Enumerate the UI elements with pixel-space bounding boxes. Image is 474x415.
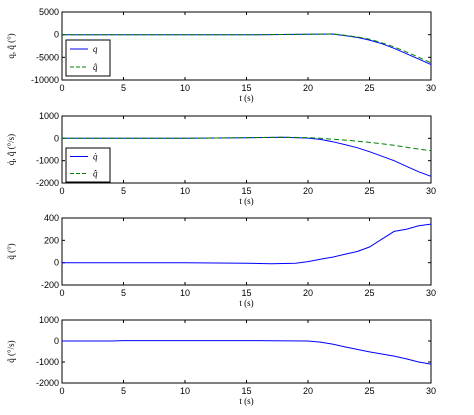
- x-tick-label: 20: [303, 288, 313, 298]
- x-tick-label: 0: [59, 386, 64, 396]
- y-tick-label: -10000: [31, 75, 59, 85]
- y-tick-label: 400: [44, 213, 59, 223]
- y-tick-label: -200: [41, 280, 59, 290]
- plot-area: [61, 217, 432, 286]
- x-tick-label: 25: [364, 83, 374, 93]
- y-tick-label: 0: [54, 133, 59, 143]
- y-tick-label: 0: [54, 30, 59, 40]
- y-tick-label: -5000: [36, 52, 59, 62]
- x-tick-label: 5: [121, 83, 126, 93]
- plot-area: [61, 115, 432, 184]
- x-tick-label: 15: [241, 83, 251, 93]
- x-tick-label: 0: [59, 186, 64, 196]
- x-tick-label: 10: [180, 186, 190, 196]
- y-tick-label: 0: [54, 336, 59, 346]
- x-tick-label: 15: [241, 386, 251, 396]
- x-axis-label: t (s): [239, 298, 253, 308]
- x-tick-label: 15: [241, 288, 251, 298]
- legend: q q̂: [65, 39, 111, 77]
- y-axis-label: q, q̂ (°): [6, 33, 16, 58]
- subplot-1: 0 5 10 15 20 25 30 5000 0 -5000 -10000 t (s) q, q̂ (…: [6, 7, 436, 103]
- x-tick-label: 25: [364, 288, 374, 298]
- y-tick-label: 200: [44, 235, 59, 245]
- y-tick-label: -2000: [36, 178, 59, 188]
- x-tick-label: 20: [303, 83, 313, 93]
- x-tick-label: 30: [426, 386, 436, 396]
- x-tick-label: 15: [241, 186, 251, 196]
- x-tick-label: 10: [180, 386, 190, 396]
- y-tick-label: 1000: [39, 111, 59, 121]
- y-axis-label: q̃ (°): [6, 243, 16, 259]
- series-line-1: [62, 223, 432, 265]
- x-axis-label: t (s): [239, 93, 253, 103]
- plot-area: [61, 319, 432, 384]
- y-axis-label: q̇, q̂̇ (°/s): [6, 134, 16, 165]
- x-tick-label: 10: [180, 288, 190, 298]
- y-tick-label: -2000: [36, 378, 59, 388]
- x-tick-label: 20: [303, 186, 313, 196]
- x-tick-label: 30: [426, 288, 436, 298]
- x-tick-label: 25: [364, 386, 374, 396]
- series-line-2: [62, 33, 432, 64]
- x-tick-label: 0: [59, 83, 64, 93]
- series-line-1: [62, 340, 432, 365]
- legend-label: q̂̇: [93, 169, 98, 179]
- x-tick-label: 20: [303, 386, 313, 396]
- x-tick-label: 5: [121, 288, 126, 298]
- x-tick-label: 25: [364, 186, 374, 196]
- x-tick-label: 0: [59, 288, 64, 298]
- plot-area: [61, 11, 432, 81]
- x-tick-label: 5: [121, 186, 126, 196]
- x-axis-label: t (s): [239, 396, 253, 406]
- legend-label: q: [93, 44, 98, 54]
- x-tick-label: 30: [426, 186, 436, 196]
- y-axis-label: q̃̇ (°/s): [6, 340, 16, 362]
- legend-box: [65, 39, 111, 77]
- x-axis-label: t (s): [239, 196, 253, 206]
- x-tick-label: 30: [426, 83, 436, 93]
- y-tick-label: 0: [54, 258, 59, 268]
- y-tick-label: 1000: [39, 315, 59, 325]
- y-tick-label: 5000: [39, 7, 59, 17]
- legend-box: [65, 147, 111, 183]
- x-tick-label: 10: [180, 83, 190, 93]
- legend: q̇ q̂̇: [65, 147, 111, 183]
- legend-label: q̇: [93, 152, 98, 162]
- y-tick-label: -1000: [36, 357, 59, 367]
- subplot-2: 0 5 10 15 20 25 30 1000 0 -1000 -2000 t (s) q̇, q̂̇ …: [6, 111, 436, 206]
- subplot-4: 0 5 10 15 20 25 30 1000 0 -1000 -2000 t (s) q̃̇ (°/s…: [6, 315, 436, 406]
- x-tick-label: 5: [121, 386, 126, 396]
- series-line-2: [62, 136, 432, 152]
- y-tick-label: -1000: [36, 156, 59, 166]
- legend-label: q̂: [93, 62, 98, 72]
